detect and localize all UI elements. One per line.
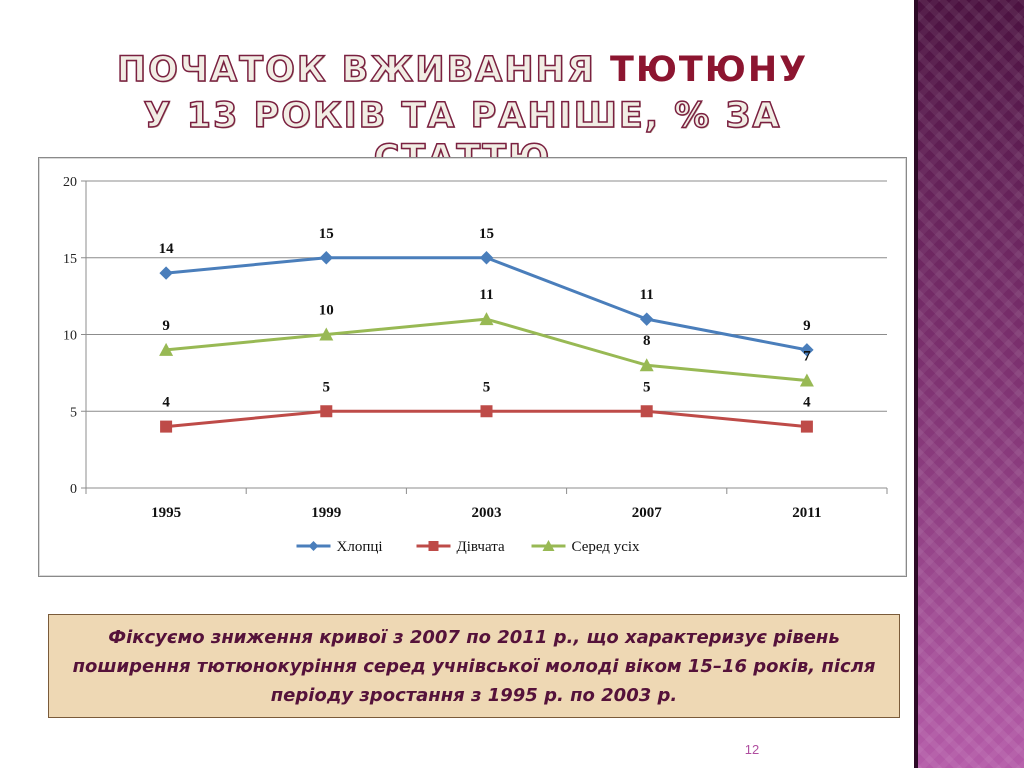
- data-point: [639, 358, 654, 372]
- data-point: [159, 342, 174, 356]
- chart-container: 0 5 10 15 20 1995 1999 2003 2007 2011 14 15 15 11 9 4 5 5…: [38, 157, 907, 577]
- data-point: [480, 405, 493, 418]
- data-point: [159, 266, 173, 280]
- x-tick-label: 1995: [151, 505, 181, 521]
- line-chart: 0 5 10 15 20 1995 1999 2003 2007 2011 14 15 15 11 9 4 5 5…: [63, 175, 888, 555]
- slide-title-line1: ПОЧАТОК ВЖИВАННЯ ТЮТЮНУ: [90, 49, 835, 91]
- data-point: [799, 373, 814, 387]
- x-tick-label: 2011: [792, 505, 821, 521]
- side-border-line: [914, 0, 918, 768]
- data-point: [319, 251, 334, 265]
- note-text: Фіксуємо зниження кривої з 2007 по 2011 …: [72, 626, 876, 706]
- side-decoration: [914, 0, 1024, 768]
- x-tick-label: 1999: [311, 505, 341, 521]
- data-point: [160, 420, 173, 433]
- legend-label: Дівчата: [457, 539, 505, 555]
- y-tick-label: 10: [63, 329, 77, 344]
- data-point: [479, 312, 494, 326]
- data-label: 8: [643, 333, 651, 349]
- data-label: 10: [319, 303, 334, 319]
- data-label: 5: [323, 379, 331, 395]
- y-tick-label: 15: [63, 252, 77, 267]
- data-point: [320, 405, 333, 418]
- data-label: 14: [159, 241, 175, 257]
- data-label: 15: [319, 226, 334, 242]
- legend-marker: [428, 541, 439, 551]
- series-line-0: [165, 256, 808, 352]
- data-label: 5: [483, 379, 491, 395]
- data-point: [800, 420, 813, 433]
- data-point: [800, 343, 814, 357]
- data-label: 5: [643, 379, 651, 395]
- x-tick-label: 2003: [472, 505, 502, 521]
- data-label: 11: [640, 287, 654, 303]
- page-number: 12: [744, 742, 760, 757]
- y-tick-label: 0: [70, 482, 77, 497]
- note-box: Фіксуємо зниження кривої з 2007 по 2011 …: [48, 614, 900, 718]
- y-tick-label: 20: [63, 175, 77, 190]
- side-pattern: [914, 0, 1024, 768]
- legend-label: Хлопці: [337, 539, 383, 555]
- data-label: 15: [479, 226, 494, 242]
- data-label: 9: [803, 318, 811, 334]
- data-label: 4: [803, 395, 811, 411]
- data-label: 4: [162, 395, 170, 411]
- legend-marker: [542, 540, 555, 551]
- title-part1: ПОЧАТОК ВЖИВАННЯ: [116, 49, 610, 91]
- title-part2: ТЮТЮНУ: [609, 50, 809, 90]
- data-label: 11: [479, 287, 493, 303]
- legend-marker: [308, 541, 319, 551]
- data-point: [640, 405, 653, 418]
- x-tick-label: 2007: [632, 505, 663, 521]
- y-tick-label: 5: [70, 405, 77, 420]
- data-label: 7: [803, 349, 811, 365]
- data-point: [639, 312, 654, 326]
- legend-label: Серед усіх: [572, 539, 641, 555]
- data-point: [319, 327, 334, 341]
- data-label: 9: [162, 318, 170, 334]
- data-point: [479, 251, 494, 265]
- series-line-2: [165, 317, 808, 383]
